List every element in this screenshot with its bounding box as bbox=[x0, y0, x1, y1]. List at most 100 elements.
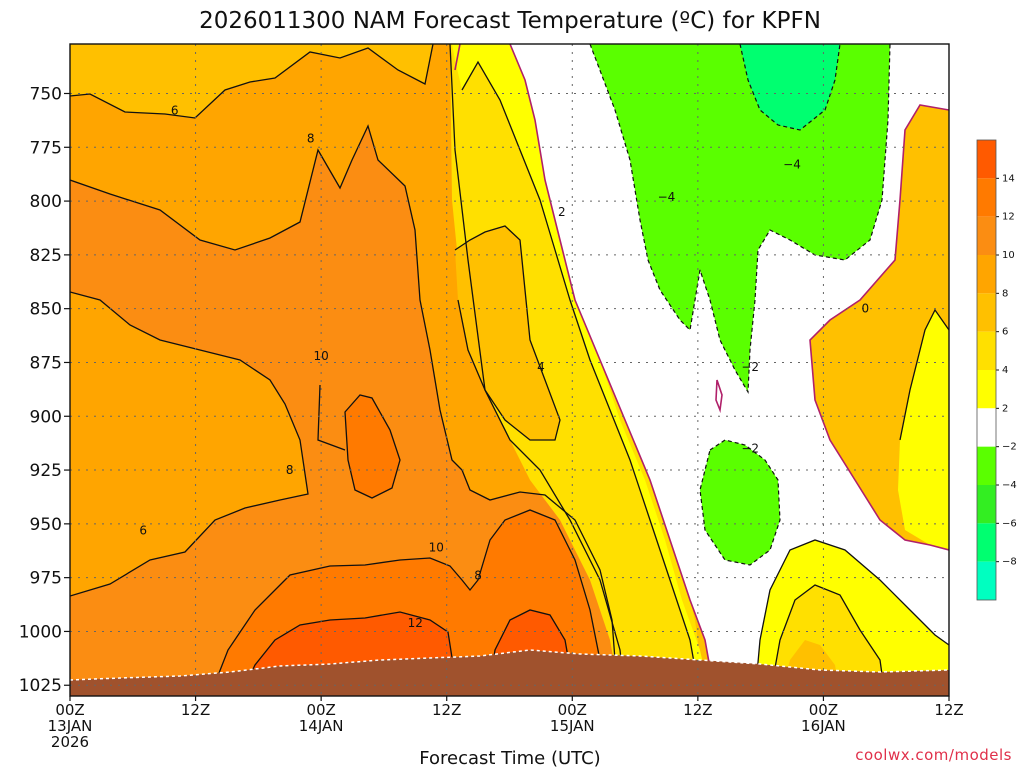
colorbar-swatch bbox=[977, 331, 996, 370]
colorbar-label: 6 bbox=[1002, 327, 1008, 338]
contour-label: 0 bbox=[861, 302, 869, 316]
source-credit: coolwx.com/models bbox=[855, 746, 1012, 764]
colorbar-swatch bbox=[977, 216, 996, 255]
colorbar-swatch bbox=[977, 370, 996, 409]
x-tick-label: 15JAN bbox=[550, 717, 595, 735]
isotherm-0-pocket bbox=[715, 379, 723, 414]
contour-label: 6 bbox=[171, 104, 179, 118]
isotherm-4-tongue bbox=[454, 225, 561, 441]
colorbar-swatch bbox=[977, 485, 996, 524]
x-axis-label: Forecast Time (UTC) bbox=[419, 748, 600, 768]
contour-labels: 6 8 10 8 6 10 8 12 2 4 −4 −4 0 −2 −2 bbox=[139, 104, 869, 630]
contour-label: 6 bbox=[139, 523, 147, 537]
y-axis: 750 775 800 825 850 875 900 925 950 975 1000 1025 bbox=[19, 84, 70, 696]
y-tick-label: 975 bbox=[30, 569, 62, 589]
contour-label: 8 bbox=[307, 132, 315, 146]
contour-label: −4 bbox=[658, 190, 676, 204]
contour-label: 4 bbox=[537, 360, 545, 374]
colorbar-swatch bbox=[977, 255, 996, 294]
x-tick-label: 16JAN bbox=[801, 717, 846, 735]
colorbar-frame bbox=[976, 139, 997, 601]
colorbar-label: 4 bbox=[1002, 365, 1008, 376]
x-tick-label: 00Z bbox=[558, 701, 587, 719]
contour-label: 8 bbox=[286, 463, 294, 477]
y-tick-label: 1000 bbox=[19, 622, 62, 642]
x-tick-label: 12Z bbox=[181, 701, 210, 719]
colorbar-label: −6 bbox=[1002, 518, 1017, 529]
contour-label: −2 bbox=[741, 442, 759, 456]
plot-frame bbox=[69, 43, 950, 697]
colorbar-swatch bbox=[977, 561, 996, 600]
contour-label: −4 bbox=[783, 158, 801, 172]
isotherm-10-core bbox=[317, 384, 401, 499]
x-tick-label: 12Z bbox=[432, 701, 461, 719]
contour-label: −2 bbox=[741, 360, 759, 374]
contour-label: 8 bbox=[474, 568, 482, 582]
y-tick-label: 775 bbox=[30, 138, 62, 158]
colorbar-swatch bbox=[977, 408, 996, 447]
isotherm-4 bbox=[449, 44, 626, 696]
y-tick-label: 900 bbox=[30, 407, 62, 427]
isotherm-6 bbox=[70, 44, 434, 119]
isotherm-neg2 bbox=[589, 44, 891, 395]
y-tick-label: 925 bbox=[30, 461, 62, 481]
isotherm-10 bbox=[209, 509, 606, 696]
y-tick-label: 750 bbox=[30, 84, 62, 104]
colorbar-label: −4 bbox=[1002, 480, 1017, 491]
colorbar-label: 14 bbox=[1002, 173, 1015, 184]
isotherm-neg2-low bbox=[699, 439, 781, 566]
fill-band-8-10-core bbox=[345, 395, 400, 498]
colorbar-label: 8 bbox=[1002, 288, 1008, 299]
isotherm-0 bbox=[454, 44, 949, 696]
x-tick-label: 00Z bbox=[55, 701, 84, 719]
fill-band-2-4 bbox=[450, 44, 705, 696]
colorbar-label: 10 bbox=[1002, 250, 1015, 261]
y-tick-label: 800 bbox=[30, 192, 62, 212]
terrain-edge bbox=[70, 649, 949, 681]
isotherm-2-surface bbox=[754, 539, 949, 696]
x-tick-label: 14JAN bbox=[299, 717, 344, 735]
fill-band-neg4-neg2 bbox=[590, 44, 890, 392]
plot-area bbox=[70, 44, 949, 696]
fill-band-0-2-right bbox=[898, 310, 949, 550]
isotherm-12 bbox=[239, 609, 576, 696]
x-tick-label: 13JAN bbox=[48, 717, 93, 735]
colorbar-label: −8 bbox=[1002, 557, 1017, 568]
chart-title: 2026011300 NAM Forecast Temperature (ºC)… bbox=[199, 8, 821, 34]
contour-label: 10 bbox=[314, 349, 329, 363]
y-tick-label: 850 bbox=[30, 300, 62, 320]
y-tick-label: 950 bbox=[30, 515, 62, 535]
colorbar-label: 12 bbox=[1002, 212, 1015, 223]
x-tick-label: 12Z bbox=[934, 701, 963, 719]
isotherm-8-lower bbox=[70, 291, 309, 597]
y-tick-label: 875 bbox=[30, 353, 62, 373]
colorbar-swatch bbox=[977, 293, 996, 332]
x-tick-label: 12Z bbox=[683, 701, 712, 719]
isotherm-4-surface bbox=[769, 584, 886, 696]
contour-label: 2 bbox=[558, 205, 566, 219]
colorbar-label: −2 bbox=[1002, 442, 1017, 453]
isotherm-8-upper bbox=[70, 124, 616, 696]
isotherm-neg4 bbox=[739, 44, 841, 131]
colorbar-swatch bbox=[977, 140, 996, 179]
isotherm-2 bbox=[461, 60, 701, 696]
fill-band-neg6-neg4 bbox=[740, 44, 840, 130]
colorbar-swatch bbox=[977, 178, 996, 217]
fill-band-8-10 bbox=[70, 126, 615, 696]
y-tick-label: 1025 bbox=[19, 676, 62, 696]
y-tick-label: 825 bbox=[30, 246, 62, 266]
colorbar-swatch bbox=[977, 523, 996, 562]
x-tick-label: 2026 bbox=[51, 733, 89, 751]
x-tick-label: 00Z bbox=[809, 701, 838, 719]
colorbar-swatch bbox=[977, 446, 996, 485]
contour-label: 12 bbox=[408, 616, 423, 630]
fill-band-neg4-neg2-low bbox=[700, 440, 780, 565]
terrain-fill bbox=[70, 650, 949, 696]
fill-band-4-6-tongue bbox=[455, 226, 560, 440]
contour-label: 10 bbox=[429, 541, 444, 555]
isotherm-2-right bbox=[899, 308, 949, 441]
colorbar-label: 2 bbox=[1002, 403, 1008, 414]
colorbar: 14 12 10 8 6 4 2 −2 −4 −6 −8 bbox=[976, 139, 1017, 601]
